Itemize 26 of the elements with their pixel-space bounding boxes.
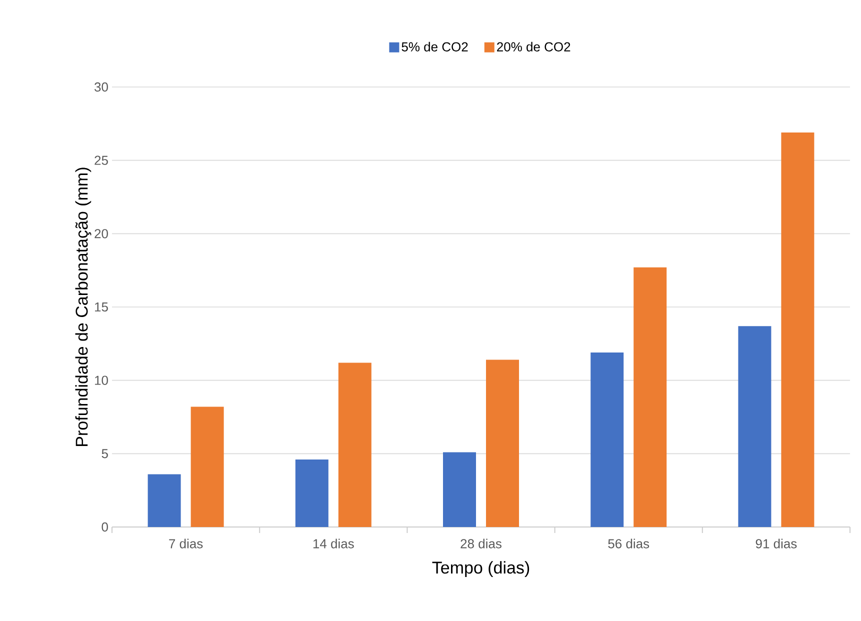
bar: [738, 326, 772, 527]
x-tick-label: 14 dias: [313, 538, 354, 548]
y-tick-label: 15: [95, 302, 108, 312]
y-tick-label: 30: [94, 82, 108, 92]
y-tick-label: 0: [102, 522, 108, 532]
y-tick-label: 20: [94, 229, 108, 238]
y-tick-label: 10: [95, 376, 108, 385]
x-tick-label: 91 dias: [756, 538, 797, 548]
bar: [190, 406, 224, 527]
x-tick-label: 28 dias: [460, 538, 502, 548]
bar: [148, 474, 181, 527]
bar: [590, 352, 624, 527]
x-tick-label: 56 dias: [608, 538, 650, 548]
bar: [486, 360, 520, 527]
y-tick-label: 25: [94, 156, 108, 165]
legend-label: 5% de CO2: [402, 42, 468, 52]
bar: [634, 267, 667, 527]
bar: [443, 452, 476, 527]
bar: [338, 362, 372, 527]
y-axis-title: Profundidade de Carbonatação (mm): [75, 168, 92, 446]
y-tick-label: 5: [102, 449, 108, 458]
legend-label: 20% de CO2: [497, 42, 570, 52]
x-axis-title: Tempo (dias): [432, 561, 530, 578]
x-tick-label: 7 dias: [169, 538, 203, 548]
bar: [781, 132, 814, 527]
bar: [295, 460, 328, 527]
